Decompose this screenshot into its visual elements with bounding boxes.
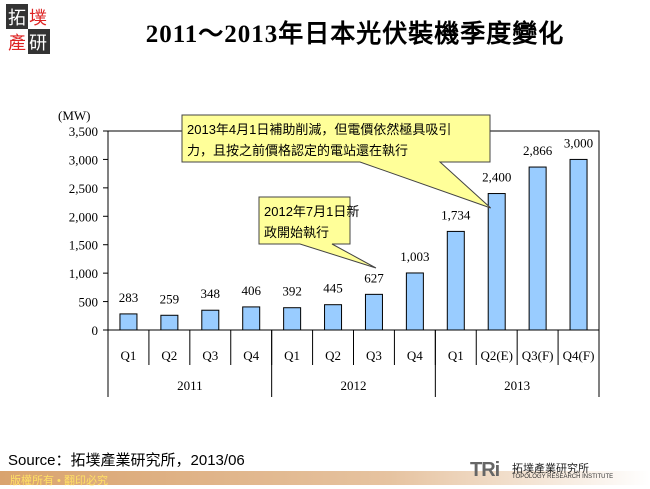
bar bbox=[528, 166, 547, 331]
y-tick-label: 1,000 bbox=[69, 266, 98, 281]
group-label: 2012 bbox=[341, 378, 367, 393]
svg-text:產: 產 bbox=[8, 33, 26, 53]
x-tick-label: Q1 bbox=[284, 348, 300, 363]
bar bbox=[119, 313, 138, 331]
value-label: 1,734 bbox=[441, 207, 471, 222]
bar bbox=[487, 193, 506, 331]
copyright: 版權所有 • 翻印必究 bbox=[10, 475, 108, 487]
y-tick-label: 1,500 bbox=[69, 238, 98, 253]
y-tick-label: 3,500 bbox=[69, 124, 98, 139]
value-label: 1,003 bbox=[400, 249, 429, 264]
value-label: 259 bbox=[160, 291, 180, 306]
brand-name-en: TOPOLOGY RESEARCH INSTITUTE bbox=[512, 474, 614, 480]
value-label: 348 bbox=[201, 286, 221, 301]
x-tick-label: Q3 bbox=[202, 348, 218, 363]
y-tick-label: 2,500 bbox=[69, 181, 98, 196]
page-title: 2011～2013年日本光伏裝機季度變化 bbox=[145, 21, 565, 48]
x-tick-label: Q2 bbox=[325, 348, 341, 363]
source-note: Source：拓墣產業研究所，2013/06 bbox=[8, 452, 245, 469]
callout-text: 2013年4月1日補助削減，但電價依然極具吸引 bbox=[187, 122, 451, 137]
value-label: 2,400 bbox=[482, 170, 511, 185]
bar-chart: (MW) 0 500 1,000 1,500 2,000 2,500 3,000 3,500 28… bbox=[58, 108, 600, 397]
callout-text: 力，且按之前價格認定的電站還在執行 bbox=[187, 143, 408, 158]
value-label: 627 bbox=[364, 270, 384, 285]
callout-text: 政開始執行 bbox=[264, 225, 329, 240]
value-label: 445 bbox=[323, 281, 343, 296]
callout-box bbox=[258, 196, 377, 269]
svg-text:墣: 墣 bbox=[29, 8, 47, 28]
value-label: 283 bbox=[119, 290, 139, 305]
x-tick-label: Q2(E) bbox=[480, 348, 513, 363]
brand-name: 拓墣產業研究所 bbox=[512, 463, 589, 475]
svg-text:拓: 拓 bbox=[8, 8, 26, 28]
group-label: 2011 bbox=[177, 378, 203, 393]
y-axis-label: (MW) bbox=[58, 108, 91, 123]
y-tick-label: 3,000 bbox=[69, 152, 98, 167]
svg-text:研: 研 bbox=[29, 33, 47, 53]
y-tick-label: 2,000 bbox=[69, 209, 98, 224]
callout-box bbox=[181, 114, 492, 209]
y-tick-label: 0 bbox=[92, 323, 99, 338]
bar bbox=[160, 314, 179, 331]
bar bbox=[446, 230, 465, 331]
x-tick-label: Q4 bbox=[407, 348, 423, 363]
value-label: 406 bbox=[241, 283, 261, 298]
callout-text: 2012年7月1日新 bbox=[264, 204, 359, 219]
x-tick-label: Q1 bbox=[121, 348, 137, 363]
bar bbox=[242, 306, 261, 331]
x-tick-label: Q3(F) bbox=[522, 348, 554, 363]
bar bbox=[283, 307, 302, 331]
bar bbox=[201, 309, 220, 331]
brand-mark: TRi bbox=[470, 459, 500, 481]
group-label: 2013 bbox=[504, 378, 530, 393]
x-tick-label: Q2 bbox=[161, 348, 177, 363]
value-label: 3,000 bbox=[564, 135, 593, 150]
bar bbox=[324, 304, 343, 331]
x-tick-label: Q4(F) bbox=[563, 348, 595, 363]
brand-logo: TRi 拓墣產業研究所 TOPOLOGY RESEARCH INSTITUTE bbox=[470, 459, 613, 482]
bar bbox=[569, 158, 588, 331]
value-label: 2,866 bbox=[523, 143, 553, 158]
value-label: 392 bbox=[282, 284, 302, 299]
bar bbox=[405, 272, 424, 331]
x-tick-label: Q4 bbox=[243, 348, 259, 363]
bar bbox=[364, 293, 383, 331]
logo: 拓墣 產研 bbox=[6, 4, 50, 54]
x-tick-label: Q1 bbox=[448, 348, 464, 363]
footer-bar: 版權所有 • 翻印必究 bbox=[0, 471, 650, 487]
x-tick-label: Q3 bbox=[366, 348, 382, 363]
y-tick-label: 500 bbox=[79, 295, 99, 310]
